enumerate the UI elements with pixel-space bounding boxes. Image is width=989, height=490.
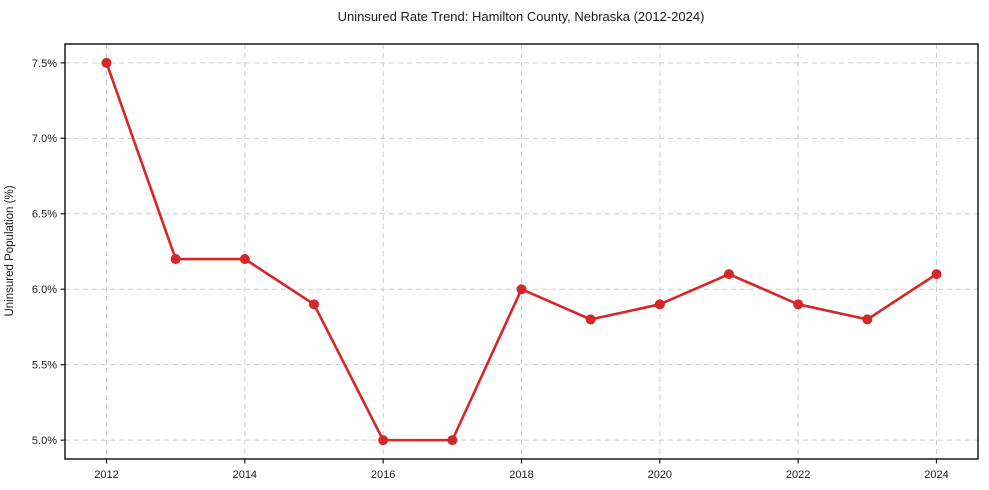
data-point bbox=[309, 299, 319, 310]
data-point bbox=[516, 284, 527, 295]
y-tick-label: 6.5% bbox=[32, 209, 57, 221]
data-point bbox=[585, 314, 596, 325]
x-tick-label: 2024 bbox=[924, 469, 948, 481]
y-tick-label: 7.5% bbox=[32, 58, 57, 70]
grid-layer bbox=[65, 44, 978, 459]
x-tick-label: 2012 bbox=[94, 469, 118, 481]
y-tick-label: 5.5% bbox=[32, 360, 57, 372]
x-tick-label: 2014 bbox=[233, 469, 257, 481]
x-tick-label: 2022 bbox=[786, 469, 810, 481]
y-tick-label: 5.0% bbox=[32, 435, 57, 447]
y-axis-label: Uninsured Population (%) bbox=[4, 185, 16, 316]
data-point bbox=[654, 299, 665, 310]
data-series-layer bbox=[101, 57, 942, 446]
data-point bbox=[447, 435, 458, 446]
data-point bbox=[793, 299, 804, 310]
x-tick-label: 2020 bbox=[648, 469, 672, 481]
data-point bbox=[101, 57, 112, 68]
data-point bbox=[378, 435, 389, 446]
tick-marks-layer bbox=[60, 62, 938, 464]
data-point bbox=[724, 269, 734, 280]
x-tick-label: 2018 bbox=[509, 469, 533, 481]
tick-labels-layer: 5.0% 5.5% 6.0% 6.5% 7.0% 7.5% 2012 2014 2016 2018… bbox=[32, 58, 949, 481]
data-point bbox=[931, 269, 942, 280]
x-tick-label: 2016 bbox=[371, 469, 395, 481]
y-tick-label: 7.0% bbox=[32, 133, 57, 145]
chart-title: Uninsured Rate Trend: Hamilton County, N… bbox=[338, 9, 705, 24]
data-point bbox=[862, 314, 873, 325]
data-point bbox=[170, 254, 181, 265]
y-tick-label: 6.0% bbox=[32, 284, 57, 296]
plot-border bbox=[64, 43, 979, 460]
data-point bbox=[239, 254, 250, 265]
